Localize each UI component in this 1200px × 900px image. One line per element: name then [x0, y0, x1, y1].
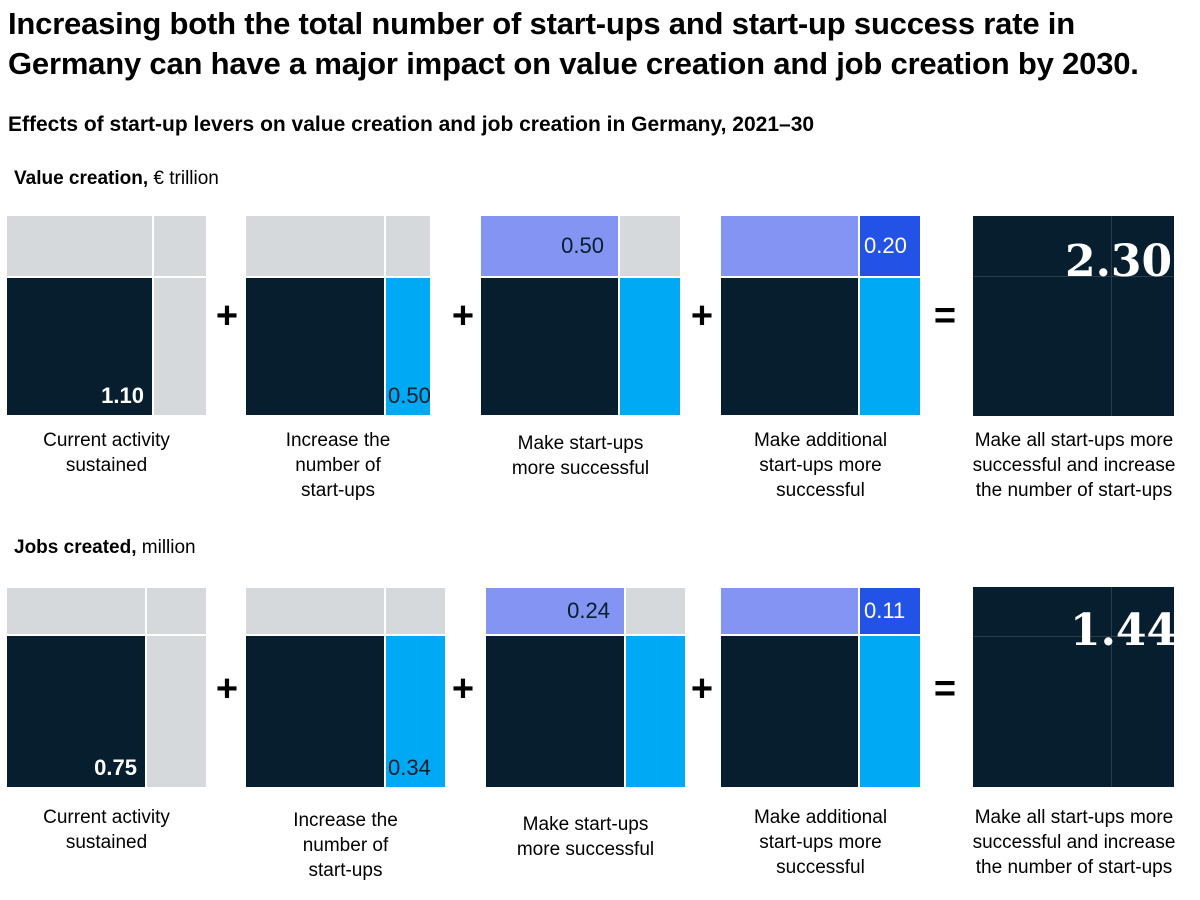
- lever-value: 0.75: [94, 755, 137, 780]
- lever-label: Increase the number of start-ups: [293, 810, 398, 881]
- block-bottom-right: [147, 636, 206, 787]
- plus-operator: +: [451, 295, 475, 337]
- block-top-left: [721, 216, 858, 276]
- block-bottom-left: [721, 278, 858, 415]
- lever-label: Current activity sustained: [43, 430, 170, 476]
- block-bottom-left: [481, 278, 618, 415]
- lever-value: 1.10: [101, 383, 144, 408]
- block-top-right: [620, 216, 680, 276]
- total-label: Make all start-ups more successful and in…: [972, 430, 1176, 501]
- plus-operator: +: [215, 295, 239, 337]
- lever-value: 0.34: [388, 755, 431, 780]
- block-bottom-right: [626, 636, 685, 787]
- lever-value: 0.11: [864, 598, 906, 623]
- lever-panel: 0.50: [481, 216, 680, 415]
- plus-operator: +: [690, 295, 714, 337]
- block-bottom-right: [386, 636, 445, 787]
- headline: Increasing both the total number of star…: [8, 6, 1139, 81]
- grid-line-vertical: [1111, 216, 1112, 416]
- lever-label: Make additional start-ups more successful: [753, 807, 888, 878]
- lever-panel: 0.34: [246, 588, 445, 787]
- grid-line-horizontal: [973, 636, 1174, 637]
- total-box: [973, 587, 1174, 787]
- total-box: [973, 216, 1174, 416]
- block-top-right: [860, 588, 920, 634]
- block-bottom-left: [7, 278, 152, 415]
- plus-operator: +: [690, 668, 714, 710]
- lever-panel: 1.10: [7, 216, 206, 415]
- block-bottom-left: [7, 636, 145, 787]
- lever-value: 0.20: [864, 233, 907, 258]
- block-top-left: [246, 588, 384, 634]
- lever-label: Make start-ups more successful: [516, 814, 655, 860]
- block-bottom-right: [860, 636, 920, 787]
- lever-panel: 0.20: [721, 216, 920, 415]
- section-title-jobs: Jobs created, million: [14, 537, 196, 558]
- block-bottom-left: [721, 636, 858, 787]
- lever-panel: 0.24: [486, 588, 685, 787]
- block-top-right: [386, 216, 430, 276]
- block-top-left: [721, 588, 858, 634]
- equals-operator: =: [933, 295, 957, 337]
- block-bottom-right: [154, 278, 206, 415]
- grid-line-horizontal: [973, 276, 1174, 277]
- total-value: 2.30: [1065, 236, 1173, 287]
- block-bottom-left: [246, 278, 384, 415]
- block-top-right: [386, 588, 445, 634]
- lever-panel: 0.75: [7, 588, 206, 787]
- block-bottom-right: [386, 278, 430, 415]
- block-top-right: [860, 216, 920, 276]
- total-label: Make all start-ups more successful and in…: [972, 807, 1176, 878]
- block-top-left: [481, 216, 618, 276]
- block-top-left: [246, 216, 384, 276]
- lever-value: 0.50: [388, 383, 431, 408]
- block-top-right: [626, 588, 685, 634]
- lever-panel: 0.50: [246, 216, 431, 415]
- plus-operator: +: [215, 668, 239, 710]
- block-top-left: [7, 216, 152, 276]
- block-bottom-right: [620, 278, 680, 415]
- lever-panel: 0.11: [721, 588, 920, 787]
- lever-value: 0.24: [567, 598, 610, 623]
- lever-label: Increase the number of start-ups: [285, 430, 391, 501]
- lever-value: 0.50: [561, 233, 604, 258]
- block-bottom-right: [860, 278, 920, 415]
- grid-line-vertical: [1111, 587, 1112, 787]
- equals-operator: =: [933, 668, 957, 710]
- section-title-value: Value creation, € trillion: [14, 168, 219, 189]
- block-top-left: [7, 588, 145, 634]
- plus-operator: +: [451, 668, 475, 710]
- block-top-right: [154, 216, 206, 276]
- chart-subtitle: Effects of start-up levers on value crea…: [8, 113, 815, 136]
- lever-label: Make start-ups more successful: [511, 433, 650, 479]
- total-value: 1.44: [1070, 605, 1178, 656]
- lever-label: Make additional start-ups more successful: [753, 430, 888, 501]
- block-bottom-left: [246, 636, 384, 787]
- block-top-right: [147, 588, 206, 634]
- block-bottom-left: [486, 636, 624, 787]
- lever-label: Current activity sustained: [43, 807, 170, 853]
- block-top-left: [486, 588, 624, 634]
